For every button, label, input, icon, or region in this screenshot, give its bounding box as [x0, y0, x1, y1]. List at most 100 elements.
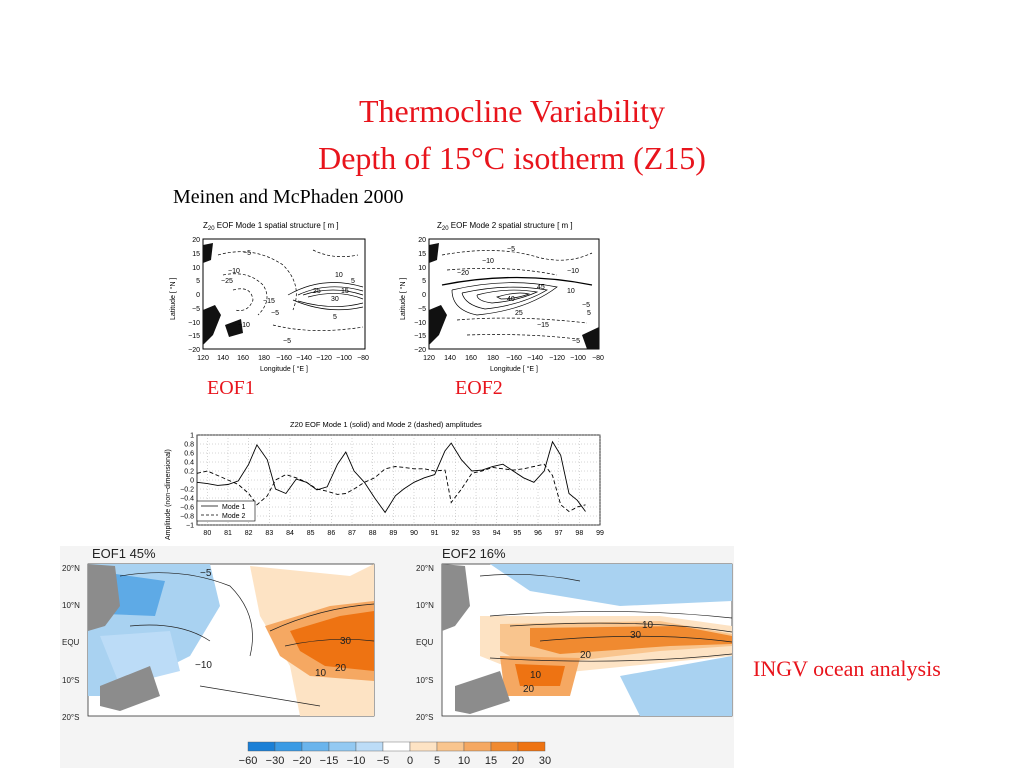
ingv-eof1-map: −5 −10 10 20 30 — [87, 563, 375, 717]
map2-xlabel: Longitude [ °E ] — [490, 365, 538, 373]
map2-xtick: −140 — [527, 355, 543, 362]
ingv-eof2-lat: 20°S — [416, 713, 433, 722]
chart-lines — [196, 440, 586, 514]
map1-contour-label: −5 — [271, 310, 279, 317]
map1-ytick: −5 — [192, 306, 200, 313]
colorbar-swatch — [328, 741, 357, 752]
ingv-ocean-analysis-label: INGV ocean analysis — [753, 656, 941, 681]
map1-ytick: −15 — [188, 333, 200, 340]
map2-contour-label: −5 — [507, 246, 515, 253]
map2-contour-label: −10 — [482, 258, 494, 265]
chart-grid — [196, 434, 601, 526]
chart-ytick: 0.8 — [184, 442, 194, 449]
chart-ytick: 0 — [190, 478, 194, 485]
map1-contour-label: 10 — [335, 272, 343, 279]
chart-ytick: −1 — [186, 523, 194, 530]
eof-mode2-svg: Z20 EOF Mode 2 spatial structure [ m ] −… — [399, 221, 604, 373]
map2-xtick: 120 — [423, 355, 435, 362]
chart-yticks: 1 0.8 0.6 0.4 0.2 0 −0.2 −0.4 −0.6 −0.8 −1 — [180, 433, 194, 530]
map2-ytick: −20 — [414, 347, 426, 354]
chart-xtick: 87 — [348, 530, 356, 537]
ingv-eof1-lat: 20°N — [62, 564, 80, 573]
map1-contour-label: −25 — [221, 278, 233, 285]
colorbar-swatch — [517, 741, 546, 752]
map1-contour-label: 15 — [341, 288, 349, 295]
eof2-label: EOF2 — [455, 377, 503, 399]
colorbar-label: 30 — [539, 755, 551, 767]
colorbar-swatch — [382, 741, 411, 752]
map1-ytick: 0 — [196, 292, 200, 299]
chart-xtick: 96 — [534, 530, 542, 537]
ingv-colorbar: −60 −30 −20 −15 −10 −5 0 5 10 15 20 30 — [239, 741, 551, 767]
chart-xtick: 99 — [596, 530, 604, 537]
ingv-svg: EOF1 45% EOF2 16% −5 −10 10 — [62, 546, 733, 767]
map1-xlabel: Longitude [ °E ] — [260, 365, 308, 373]
colorbar-label: 5 — [434, 755, 440, 767]
colorbar-swatch — [301, 741, 330, 752]
map2-xtick: −80 — [592, 355, 604, 362]
chart-xtick: 93 — [472, 530, 480, 537]
map2-ytick: 15 — [418, 251, 426, 258]
ingv-eof2-contour-label: 30 — [630, 630, 642, 641]
ingv-eof2-lat: EQU — [416, 638, 434, 647]
ingv-eof2-map: 10 30 20 20 10 — [441, 563, 733, 717]
map2-xtick: 160 — [465, 355, 477, 362]
map2-ylabel: Latitude [ °N ] — [399, 277, 407, 320]
ingv-eof1-lat: 20°S — [62, 713, 79, 722]
map2-title: Z20 EOF Mode 2 spatial structure [ m ] — [437, 221, 573, 232]
map2-ytick: 10 — [418, 265, 426, 272]
ingv-eof1-contour-label: 20 — [335, 663, 347, 674]
chart-xtick: 98 — [575, 530, 583, 537]
map1-xtick: −80 — [357, 355, 369, 362]
ingv-eof2-contour-label: 20 — [523, 684, 535, 695]
colorbar-swatch — [463, 741, 492, 752]
legend-mode2-label: Mode 2 — [222, 513, 245, 520]
ingv-eof1-contour-label: −10 — [195, 660, 212, 671]
map1-ytick: −20 — [188, 347, 200, 354]
map2-ytick: 5 — [422, 278, 426, 285]
eof-mode1-svg: Z20 EOF Mode 1 spatial structure [ m ] −… — [169, 221, 369, 373]
chart-ytick: −0.8 — [180, 514, 194, 521]
map1-xtick: 160 — [237, 355, 249, 362]
citation: Meinen and McPhaden 2000 — [173, 186, 404, 208]
map1-contour-label: −5 — [243, 250, 251, 257]
map2-land — [582, 327, 599, 349]
map2-contour-label: −5 — [572, 338, 580, 345]
map1-contour-label: −5 — [283, 338, 291, 345]
chart-xtick: 94 — [493, 530, 501, 537]
colorbar-label: −60 — [239, 755, 258, 767]
ingv-eof1-title: EOF1 45% — [92, 546, 156, 561]
map1-xtick: −160 — [276, 355, 292, 362]
chart-ytick: 0.4 — [184, 460, 194, 467]
chart-xticks: 80 81 82 83 84 85 86 87 88 89 90 91 92 93 94 95 96 97 98 99 — [203, 530, 604, 537]
map1-contour-label: −15 — [263, 298, 275, 305]
colorbar-swatch — [274, 741, 303, 752]
colorbar-swatch — [247, 741, 276, 752]
ingv-eof1-lat: EQU — [62, 638, 80, 647]
colorbar-label: 20 — [512, 755, 524, 767]
map2-contour-label: 25 — [515, 310, 523, 317]
map2-ytick: −10 — [414, 320, 426, 327]
chart-xtick: 85 — [307, 530, 315, 537]
chart-title: Z20 EOF Mode 1 (solid) and Mode 2 (dashe… — [290, 420, 482, 429]
chart-xtick: 97 — [555, 530, 563, 537]
chart-xtick: 84 — [286, 530, 294, 537]
map2-contour-label: −10 — [567, 268, 579, 275]
chart-ytick: −0.6 — [180, 505, 194, 512]
map2-xtick: 140 — [444, 355, 456, 362]
map1-xtick: −140 — [296, 355, 312, 362]
colorbar-label: −15 — [320, 755, 339, 767]
map2-ytick: 0 — [422, 292, 426, 299]
map2-ytick: −5 — [418, 306, 426, 313]
chart-xtick: 80 — [203, 530, 211, 537]
map1-ytick: 15 — [192, 251, 200, 258]
map1-contour-label: 25 — [313, 288, 321, 295]
map2-contour-label: 40 — [507, 296, 515, 303]
colorbar-swatch — [409, 741, 438, 752]
map1-land — [225, 319, 243, 337]
chart-ytick: 0.2 — [184, 469, 194, 476]
amplitude-chart-svg: Z20 EOF Mode 1 (solid) and Mode 2 (dashe… — [165, 420, 604, 540]
chart-xtick: 92 — [451, 530, 459, 537]
map1-ytick: −10 — [188, 320, 200, 327]
slide-title-line2: Depth of 15°C isotherm (Z15) — [318, 140, 706, 176]
